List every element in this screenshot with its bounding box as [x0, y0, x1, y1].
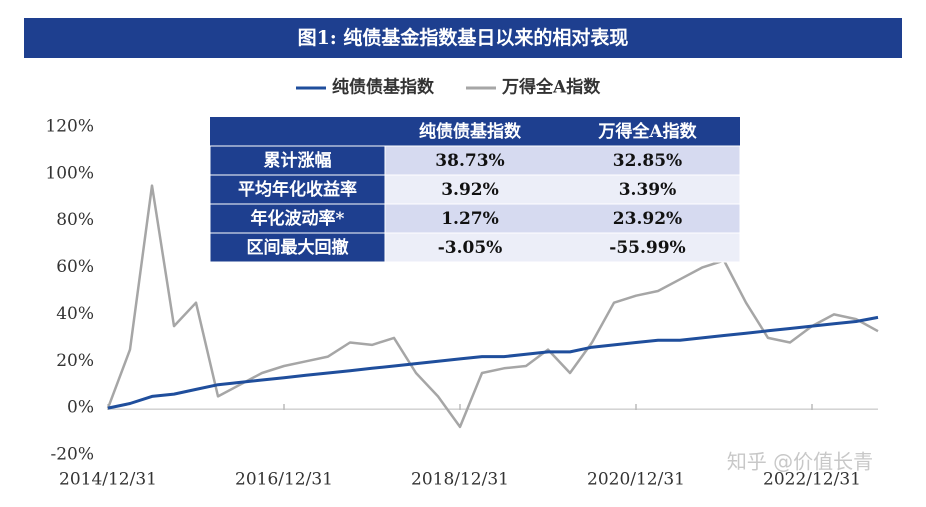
row-label: 平均年化收益率 — [238, 179, 357, 200]
value-cell — [384, 174, 741, 205]
header-cell — [210, 117, 740, 146]
column-header: 万得全A指数 — [597, 121, 697, 142]
row-label-cell — [209, 203, 386, 234]
row-label-cell — [209, 232, 386, 263]
legend-label: 纯债债基指数 — [332, 77, 435, 98]
row-label: 区间最大回撤 — [247, 237, 349, 258]
y-tick-label: -20% — [50, 445, 94, 465]
value-cell — [384, 145, 741, 176]
table-value: 38.73% — [435, 151, 504, 171]
value-cell — [384, 232, 741, 263]
legend-label: 万得全A指数 — [501, 77, 601, 98]
table-value: 3.39% — [619, 180, 677, 200]
x-tick-label: 2014/12/31 — [59, 470, 157, 490]
row-label: 累计涨幅 — [264, 150, 332, 171]
series-line — [106, 184, 879, 429]
table-value: -55.99% — [609, 238, 685, 258]
table-value: 23.92% — [613, 209, 682, 229]
x-tick-label: 2022/12/31 — [763, 470, 861, 490]
value-cell — [384, 203, 741, 234]
table-value: 3.92% — [441, 180, 499, 200]
series-line — [107, 315, 879, 410]
legend: 纯债债基指数 万得全A指数 — [296, 77, 601, 98]
y-tick-label: 0% — [67, 398, 94, 418]
y-tick-label: 40% — [56, 304, 94, 324]
row-label-cell — [209, 145, 386, 176]
y-tick-label: 80% — [56, 210, 94, 230]
table-value: -3.05% — [438, 238, 503, 258]
column-header: 纯债债基指数 — [419, 121, 522, 142]
y-tick-label: 20% — [56, 351, 94, 371]
x-tick-label: 2016/12/31 — [235, 470, 333, 490]
plot-area: -20% 0% 20% 40% 60% 80% 100% 120% 2014/12/31 2016… — [45, 117, 879, 490]
chart-title: 图1: 纯债基金指数基日以来的相对表现 — [298, 26, 629, 49]
y-tick-label: 100% — [45, 163, 94, 183]
x-tick-label: 2020/12/31 — [587, 470, 685, 490]
y-tick-label: 120% — [45, 117, 94, 137]
y-tick-label: 60% — [56, 257, 94, 277]
row-label: 年化波动率* — [251, 208, 345, 229]
x-tick-label: 2018/12/31 — [411, 470, 509, 490]
table-value: 32.85% — [613, 151, 682, 171]
watermark: 知乎 @价值长青 — [727, 450, 873, 474]
title-bar — [24, 18, 902, 58]
table-value: 1.27% — [441, 209, 499, 229]
